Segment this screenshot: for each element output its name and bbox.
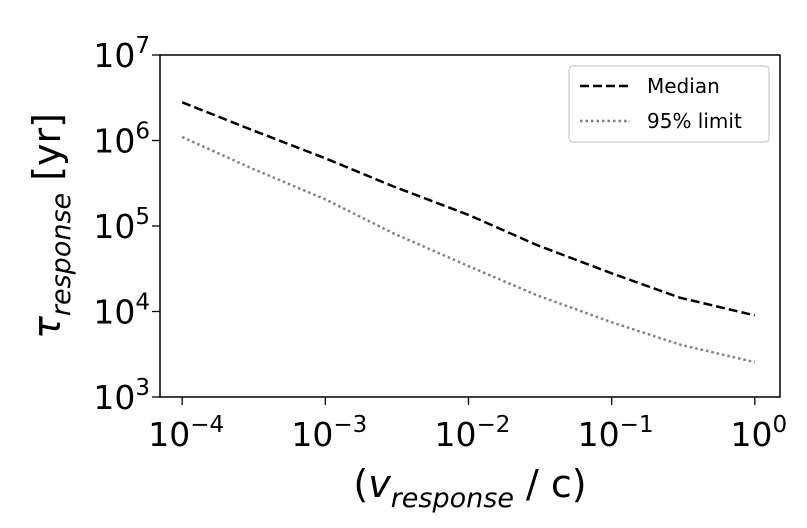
x-tick-label-1-exponent: −3 (333, 412, 367, 438)
series-line-median (181, 101, 756, 317)
y-axis-label-rest: [yr] (25, 113, 69, 193)
x-axis-label: (vresponse / c) (353, 462, 586, 514)
y-tick-label-0: 103 (93, 375, 150, 417)
x-tick-label-3: 10−1 (578, 412, 654, 454)
y-tick-label-3-exponent: 6 (135, 119, 150, 145)
x-axis-ticks: 10−4 10−3 10−2 10−1 100 (148, 397, 787, 454)
y-tick-label-2-base: 10 (93, 207, 135, 246)
legend: Median 95% limit (568, 65, 770, 143)
legend-label-95-limit: 95% limit (647, 109, 742, 133)
y-axis-label-subscript: response (46, 193, 77, 316)
y-tick-label-2-exponent: 5 (135, 204, 150, 230)
x-tick-label-4-base: 10 (730, 415, 772, 454)
y-tick-label-2: 105 (93, 204, 150, 246)
y-axis-label: τresponse [yr] (25, 113, 77, 339)
x-axis-label-subscript: response (391, 483, 514, 514)
y-tick-label-0-exponent: 3 (135, 375, 150, 401)
y-tick-label-4-exponent: 7 (135, 33, 150, 59)
y-tick-label-1-exponent: 4 (135, 290, 150, 316)
x-axis-label-symbol: v (368, 462, 391, 506)
x-tick-label-4-exponent: 0 (772, 412, 787, 438)
series-layer (181, 101, 756, 364)
x-tick-label-0: 10−4 (148, 412, 224, 454)
y-tick-label-4: 107 (93, 33, 150, 75)
y-tick-label-4-base: 10 (93, 36, 135, 75)
y-axis-label-symbol: τ (25, 315, 69, 339)
x-axis-label-open: ( (353, 462, 368, 506)
x-tick-label-3-exponent: −1 (620, 412, 654, 438)
x-tick-label-1-base: 10 (291, 415, 333, 454)
y-tick-label-3: 106 (93, 119, 150, 161)
x-tick-label-3-base: 10 (578, 415, 620, 454)
x-tick-label-2-base: 10 (435, 415, 477, 454)
x-axis-label-rest: / c) (514, 462, 587, 506)
x-tick-label-0-base: 10 (148, 415, 190, 454)
x-tick-label-2: 10−2 (435, 412, 511, 454)
x-tick-label-0-exponent: −4 (190, 412, 224, 438)
y-tick-label-3-base: 10 (93, 122, 135, 161)
x-tick-label-2-exponent: −2 (477, 412, 511, 438)
y-tick-label-1: 104 (93, 290, 150, 332)
y-tick-label-0-base: 10 (93, 378, 135, 417)
x-tick-label-4: 100 (730, 412, 787, 454)
x-tick-label-1: 10−3 (291, 412, 367, 454)
legend-label-median: Median (647, 74, 720, 98)
series-line-95-limit (181, 135, 756, 364)
y-tick-label-1-base: 10 (93, 293, 135, 332)
